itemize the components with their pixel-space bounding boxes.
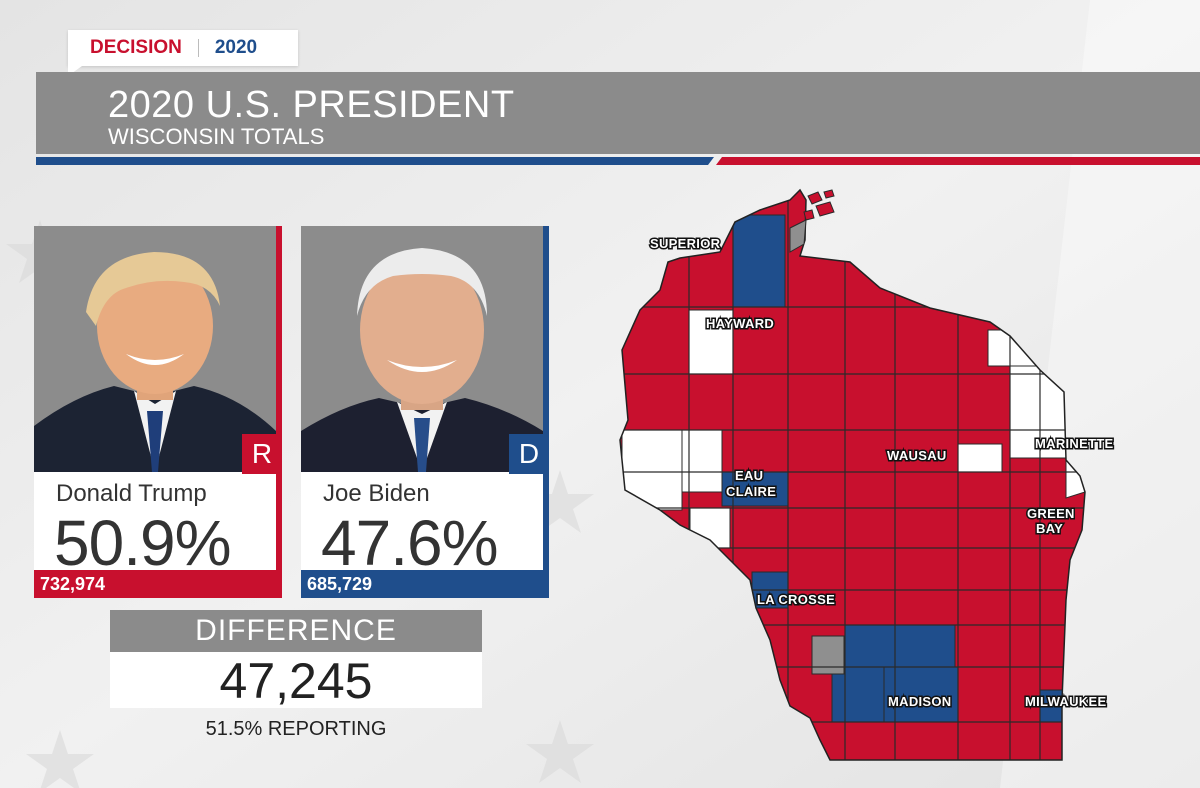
wisconsin-county-map: SUPERIOR HAYWARD EAU CLAIRE WAUSAU MARIN… <box>619 188 1115 761</box>
reporting-status: 51.5% REPORTING <box>205 718 387 740</box>
city-label-claire: CLAIRE <box>726 484 776 499</box>
county-barron <box>681 429 723 493</box>
county-sauk <box>844 624 896 668</box>
difference-value: 47,245 <box>110 652 482 709</box>
city-label-marinette: MARINETTE <box>1035 436 1114 451</box>
county-dane <box>883 666 959 723</box>
person-icon <box>34 226 276 472</box>
candidate-percent: 50.9% <box>54 507 231 579</box>
county-pierce <box>689 507 731 549</box>
county-columbia <box>894 624 956 668</box>
city-label-la-crosse: LA CROSSE <box>757 592 835 607</box>
candidate-votes: 732,974 <box>34 570 282 598</box>
city-label-green: GREEN <box>1027 506 1075 521</box>
candidate-card-biden: D Joe Biden 47.6% 685,729 <box>301 226 549 598</box>
city-label-eau: EAU <box>735 468 763 483</box>
candidate-name: Donald Trump <box>56 480 207 507</box>
candidate-photo-trump <box>34 226 276 472</box>
city-label-milwaukee: MILWAUKEE <box>1025 694 1106 709</box>
person-icon <box>301 226 543 472</box>
header-stripes <box>36 157 1200 165</box>
candidate-votes: 685,729 <box>301 570 549 598</box>
city-label-wausau: WAUSAU <box>887 448 947 463</box>
party-stripe <box>543 226 549 598</box>
tag-divider <box>197 39 199 57</box>
county-st-croix <box>621 471 683 511</box>
candidate-name: Joe Biden <box>323 480 430 507</box>
city-label-madison: MADISON <box>888 694 952 709</box>
candidate-card-trump: R Donald Trump 50.9% 732,974 <box>34 226 282 598</box>
header-bar: 2020 U.S. PRESIDENT WISCONSIN TOTALS <box>36 72 1200 154</box>
difference-label: DIFFERENCE <box>110 610 482 652</box>
city-label-superior: SUPERIOR <box>650 236 721 251</box>
candidate-percent: 47.6% <box>321 507 498 579</box>
candidate-photo-biden <box>301 226 543 472</box>
city-label-bay: BAY <box>1036 521 1063 536</box>
page-subtitle: WISCONSIN TOTALS <box>108 124 325 149</box>
county-bayfield <box>732 214 786 308</box>
party-badge: D <box>509 434 549 474</box>
county-door <box>1065 401 1085 499</box>
brand-label: DECISION <box>90 37 182 58</box>
party-stripe <box>276 226 282 598</box>
county-shawano <box>957 443 1003 473</box>
year-label: 2020 <box>214 37 258 58</box>
county-richland <box>811 635 845 675</box>
decision-tag: DECISION 2020 <box>68 30 298 66</box>
page-title: 2020 U.S. PRESIDENT <box>108 84 515 126</box>
county-iowa <box>831 666 885 723</box>
county-polk <box>621 429 683 473</box>
party-badge: R <box>242 434 282 474</box>
city-label-hayward: HAYWARD <box>706 316 774 331</box>
